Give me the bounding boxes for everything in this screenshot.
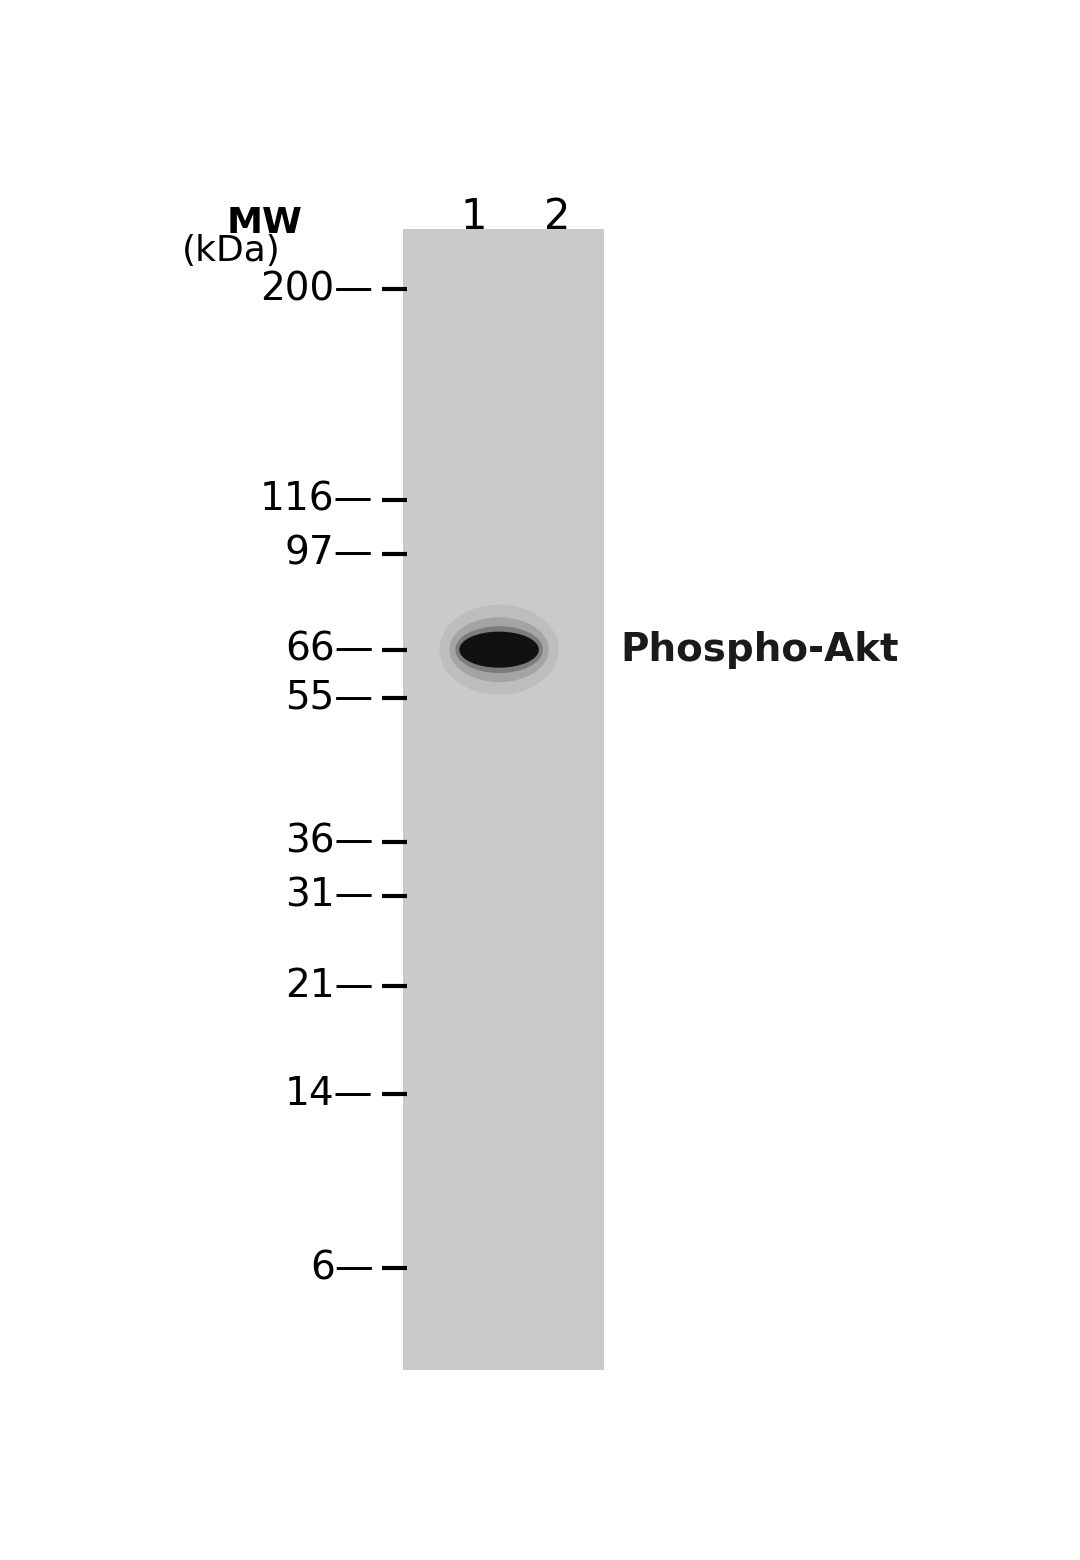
- Text: (kDa): (kDa): [181, 234, 281, 268]
- Text: 66—: 66—: [285, 630, 374, 669]
- Text: Phospho-Akt: Phospho-Akt: [620, 630, 899, 669]
- Text: 97—: 97—: [285, 535, 374, 573]
- Ellipse shape: [456, 626, 543, 672]
- Bar: [403, 229, 604, 1370]
- Text: 21—: 21—: [285, 967, 374, 1005]
- Text: MW: MW: [227, 206, 302, 240]
- Text: 116—: 116—: [260, 480, 374, 518]
- Text: 36—: 36—: [285, 822, 374, 861]
- Text: 6—: 6—: [310, 1250, 374, 1287]
- Text: 2: 2: [544, 197, 571, 239]
- Ellipse shape: [449, 618, 549, 682]
- Text: 1: 1: [461, 197, 487, 239]
- Text: 200—: 200—: [260, 270, 374, 309]
- Text: 31—: 31—: [285, 877, 374, 914]
- Ellipse shape: [459, 632, 539, 668]
- Ellipse shape: [440, 605, 558, 694]
- Text: 55—: 55—: [285, 679, 374, 716]
- Text: 14—: 14—: [285, 1075, 374, 1114]
